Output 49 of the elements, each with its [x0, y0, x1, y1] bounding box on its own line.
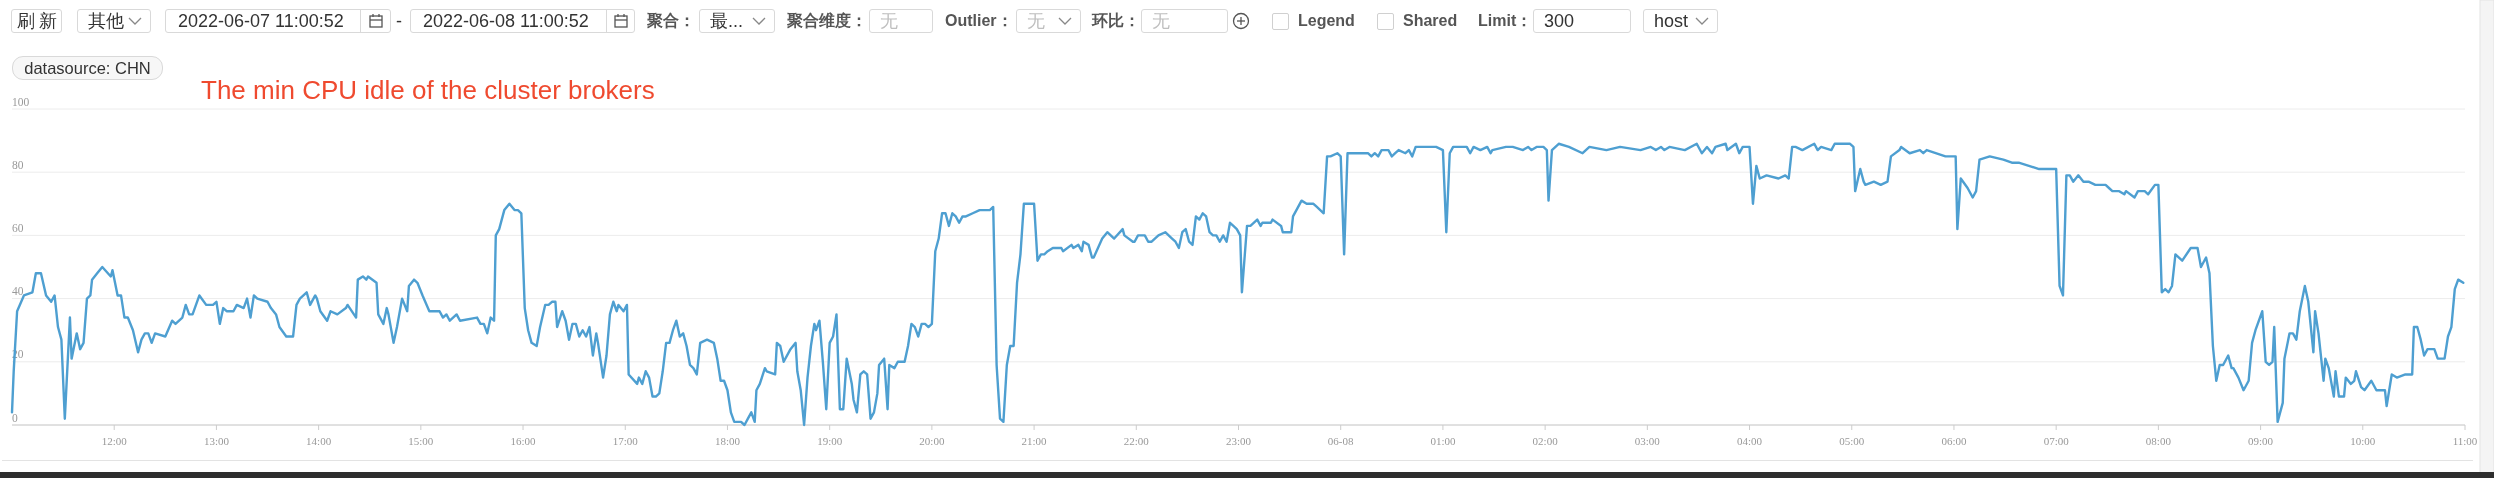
x-tick-label: 13:00	[203, 435, 230, 447]
x-tick-label: 17:00	[612, 435, 639, 447]
date-input: 2022-06-07 11:00:52	[165, 9, 391, 33]
x-tick-label: 23:00	[1225, 435, 1252, 447]
input: 300	[1533, 9, 1631, 33]
x-tick-label: 22:00	[1123, 435, 1150, 447]
y-tick-label: 80	[12, 158, 24, 171]
x-tick-label: 06:00	[1941, 435, 1967, 447]
date-input: 2022-06-08 11:00:52	[410, 9, 635, 33]
select: 其他	[77, 9, 151, 33]
label: 聚合维度：	[787, 10, 867, 31]
x-tick-label: 20:00	[919, 435, 945, 447]
x-tick-label: 02:00	[1532, 435, 1559, 447]
x-tick-label: 04:00	[1737, 435, 1763, 447]
x-tick-label: 18:00	[714, 435, 741, 447]
label: Limit：	[1478, 10, 1533, 31]
x-tick-label: 08:00	[2145, 435, 2172, 447]
label: Outlier：	[945, 10, 1013, 31]
x-tick-label: 07:00	[2043, 435, 2070, 447]
input: 无	[1141, 9, 1228, 33]
x-tick-label: 06-08	[1327, 435, 1355, 447]
chart-title: The min CPU idle of the cluster brokers	[201, 75, 655, 105]
x-tick-label: 11:00	[2452, 435, 2478, 447]
input: 无	[869, 9, 933, 33]
checkbox-label: Shared	[1403, 11, 1458, 31]
x-tick-label: 03:00	[1634, 435, 1661, 447]
select: 最...	[699, 9, 775, 33]
label: 环比：	[1092, 10, 1140, 31]
x-tick-label: 21:00	[1021, 435, 1048, 447]
y-tick-label: 40	[12, 285, 24, 298]
x-tick-label: 01:00	[1430, 435, 1456, 447]
select: host	[1643, 9, 1718, 33]
x-tick-label: 16:00	[510, 435, 537, 447]
select: 无	[1016, 9, 1081, 33]
button: 刷新	[11, 9, 62, 33]
label: -	[396, 10, 402, 33]
x-tick-label: 10:00	[2350, 435, 2376, 447]
x-tick-label: 12:00	[101, 435, 128, 447]
x-tick-label: 15:00	[408, 435, 434, 447]
tag: datasource: CHN	[12, 56, 163, 80]
checkbox-label: Legend	[1298, 11, 1355, 31]
x-tick-label: 05:00	[1839, 435, 1865, 447]
x-tick-label: 14:00	[306, 435, 332, 447]
x-tick-label: 19:00	[817, 435, 843, 447]
y-tick-label: 100	[12, 95, 30, 108]
x-tick-label: 09:00	[2248, 435, 2274, 447]
label: 聚合：	[647, 10, 695, 31]
y-tick-label: 0	[12, 411, 18, 424]
y-tick-label: 60	[12, 221, 24, 234]
